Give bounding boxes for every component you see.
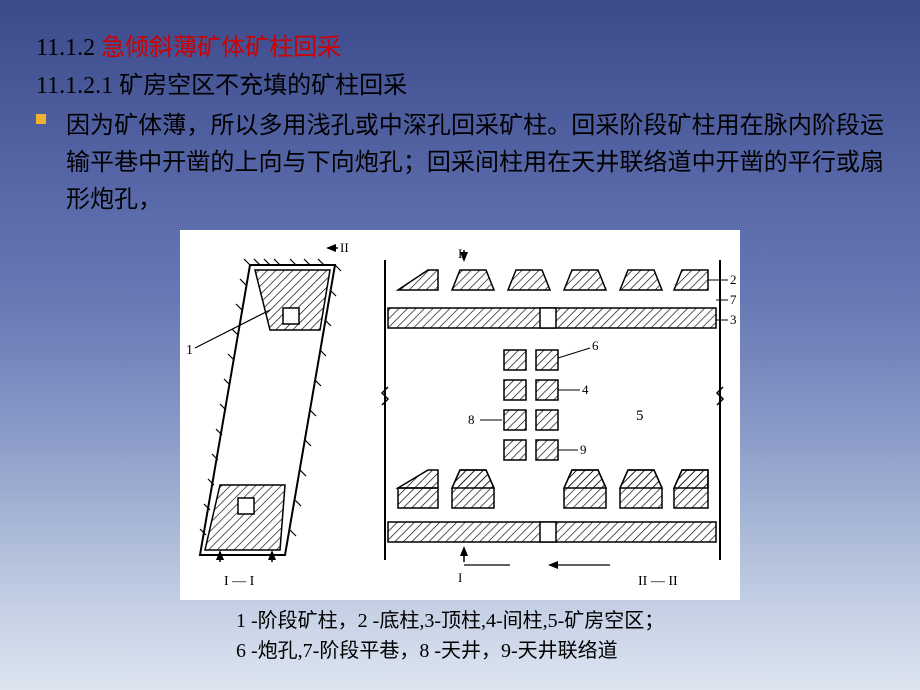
caption-line-2: 6 -炮孔,7-阶段平巷，8 -天井，9-天井联络道 xyxy=(236,636,884,666)
body: 因为矿体薄，所以多用浅孔或中深孔回采矿柱。回采阶段矿柱用在脉内阶段运输平巷中开凿… xyxy=(36,108,884,220)
callout-4: 4 xyxy=(582,382,589,397)
callout-1: 1 xyxy=(186,343,193,358)
caption-line-1: 1 -阶段矿柱，2 -底柱,3-顶柱,4-间柱,5-矿房空区； xyxy=(236,606,884,636)
section-heading-2: 11.1.2.1 矿房空区不充填的矿柱回采 xyxy=(36,68,884,104)
callout-7: 7 xyxy=(730,292,737,307)
mining-diagram: 1 I — I II xyxy=(180,230,740,600)
figure-caption: 1 -阶段矿柱，2 -底柱,3-顶柱,4-间柱,5-矿房空区； 6 -炮孔,7-… xyxy=(236,606,884,666)
callout-6: 6 xyxy=(592,338,599,353)
callout-2: 2 xyxy=(730,272,737,287)
section-mark-I-bottom: I xyxy=(458,570,462,585)
section-label-IIII: II — II xyxy=(638,574,678,589)
slide: 11.1.2 急倾斜薄矿体矿柱回采 11.1.2.1 矿房空区不充填的矿柱回采 … xyxy=(0,0,920,666)
callout-8: 8 xyxy=(468,412,475,427)
paragraph: 因为矿体薄，所以多用浅孔或中深孔回采矿柱。回采阶段矿柱用在脉内阶段运输平巷中开凿… xyxy=(36,108,884,220)
bullet-square-icon xyxy=(36,114,46,124)
section-title: 急倾斜薄矿体矿柱回采 xyxy=(95,35,341,61)
section-mark-II-top: II xyxy=(340,240,349,255)
section-number: 11.1.2 xyxy=(36,35,95,61)
callout-5: 5 xyxy=(636,408,644,424)
callout-9: 9 xyxy=(580,442,587,457)
callout-3: 3 xyxy=(730,312,737,327)
section-label-II-left: I — I xyxy=(224,574,255,589)
section-heading-1: 11.1.2 急倾斜薄矿体矿柱回采 xyxy=(36,30,884,66)
